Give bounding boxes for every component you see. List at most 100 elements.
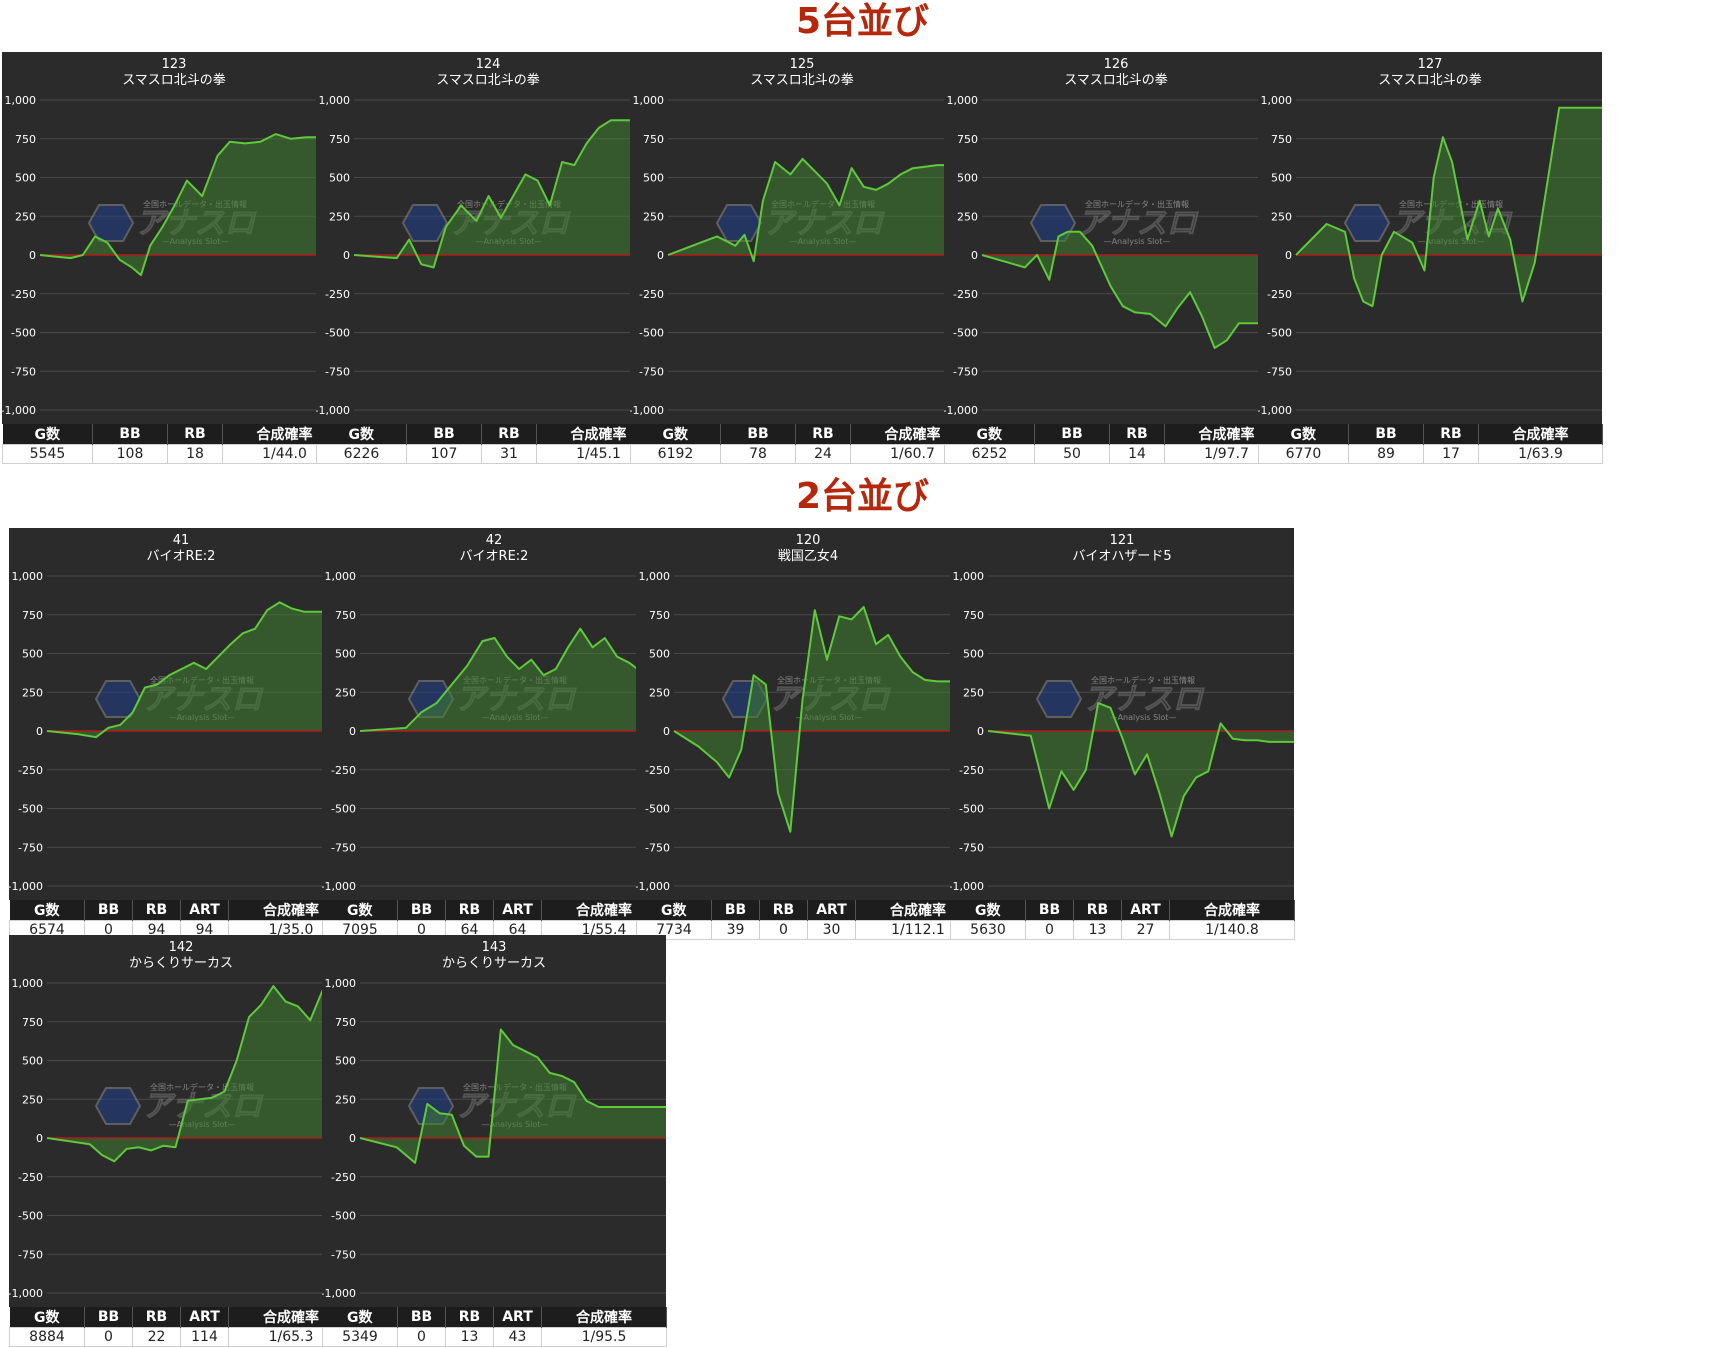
stats-value: 39 <box>712 921 760 940</box>
y-tick-label: -500 <box>1267 327 1292 340</box>
y-tick-label: 750 <box>15 133 36 146</box>
graph-chart: 42バイオRE:21,0007505002500-250-500-750-1,0… <box>322 528 666 900</box>
stats-header: ART <box>181 900 229 921</box>
y-tick-label: -500 <box>331 803 356 816</box>
y-tick-label: -750 <box>639 365 664 378</box>
graph-chart: 41バイオRE:21,0007505002500-250-500-750-1,0… <box>9 528 353 900</box>
y-tick-label: -1,000 <box>9 880 43 893</box>
y-tick-label: 0 <box>349 1132 356 1145</box>
stats-value: 114 <box>181 1328 229 1347</box>
stats-header: G数 <box>1259 424 1349 445</box>
graph-chart: 127スマスロ北斗の拳1,0007505002500-250-500-750-1… <box>1258 52 1602 424</box>
y-tick-label: 250 <box>22 686 43 699</box>
stats-header: G数 <box>945 424 1035 445</box>
stats-value: 14 <box>1110 445 1165 464</box>
stats-header: ART <box>808 900 856 921</box>
y-tick-label: -1,000 <box>322 1287 356 1300</box>
section-title-2: 2台並び <box>0 477 1725 517</box>
y-tick-label: -1,000 <box>322 880 356 893</box>
y-tick-label: 750 <box>335 1016 356 1029</box>
stats-header: ART <box>181 1307 229 1328</box>
stats-value: 6192 <box>631 445 721 464</box>
stats-header: G数 <box>10 900 85 921</box>
machine-model: バイオRE:2 <box>460 549 529 564</box>
stats-header: RB <box>1424 424 1479 445</box>
stats-value: 1/140.8 <box>1170 921 1295 940</box>
y-tick-label: -250 <box>959 764 984 777</box>
stats-header: RB <box>482 424 537 445</box>
stats-header: G数 <box>317 424 407 445</box>
y-tick-label: -750 <box>18 841 43 854</box>
y-tick-label: -750 <box>959 841 984 854</box>
stats-value: 0 <box>760 921 808 940</box>
watermark-hexagon-icon <box>96 1088 140 1124</box>
machine-model: スマスロ北斗の拳 <box>1378 72 1482 88</box>
y-tick-label: 250 <box>335 686 356 699</box>
y-tick-label: 1,000 <box>5 94 37 107</box>
stats-header: G数 <box>10 1307 85 1328</box>
stats-header: G数 <box>323 1307 398 1328</box>
y-tick-label: 1,000 <box>953 570 985 583</box>
machine-model: バイオRE:2 <box>147 549 216 564</box>
stats-value: 24 <box>796 445 851 464</box>
y-tick-label: 0 <box>1285 249 1292 262</box>
machine-model: からくりサーカス <box>129 956 233 971</box>
stats-value: 22 <box>133 1328 181 1347</box>
stats-value: 17 <box>1424 445 1479 464</box>
watermark-top-text: 全国ホールデータ・出玉情報 <box>1091 675 1195 685</box>
y-tick-label: -500 <box>18 803 43 816</box>
stats-value: 108 <box>93 445 168 464</box>
y-tick-label: 250 <box>329 210 350 223</box>
stats-value: 1/95.5 <box>542 1328 667 1347</box>
y-tick-label: 0 <box>977 725 984 738</box>
y-tick-label: -250 <box>18 764 43 777</box>
stats-header: BB <box>1026 900 1074 921</box>
stats-value: 43 <box>494 1328 542 1347</box>
y-tick-label: 0 <box>36 725 43 738</box>
machine-model: 戦国乙女4 <box>778 548 838 564</box>
y-tick-label: 0 <box>657 249 664 262</box>
y-tick-label: -1,000 <box>944 404 978 417</box>
y-tick-label: 750 <box>329 133 350 146</box>
stats-value: 6226 <box>317 445 407 464</box>
stats-header: RB <box>1110 424 1165 445</box>
y-tick-label: -250 <box>11 288 36 301</box>
graph-chart: 125スマスロ北斗の拳1,0007505002500-250-500-750-1… <box>630 52 974 424</box>
graph-chart: 126スマスロ北斗の拳1,0007505002500-250-500-750-1… <box>944 52 1288 424</box>
y-tick-label: 250 <box>643 210 664 223</box>
y-tick-label: -250 <box>645 764 670 777</box>
y-tick-label: -500 <box>639 327 664 340</box>
stats-value: 78 <box>721 445 796 464</box>
stats-header: 合成確率 <box>542 1307 667 1328</box>
machine-number: 143 <box>482 940 507 955</box>
stats-value: 107 <box>407 445 482 464</box>
watermark-top-text: 全国ホールデータ・出玉情報 <box>1085 199 1189 209</box>
stats-header: BB <box>93 424 168 445</box>
stats-value: 0 <box>398 1328 446 1347</box>
y-tick-label: -500 <box>953 327 978 340</box>
machine-model: スマスロ北斗の拳 <box>436 72 540 88</box>
y-tick-label: 250 <box>22 1093 43 1106</box>
stats-header: RB <box>168 424 223 445</box>
y-tick-label: -750 <box>325 365 350 378</box>
stats-header: RB <box>1074 900 1122 921</box>
stats-value: 89 <box>1349 445 1424 464</box>
y-tick-label: -1,000 <box>636 880 670 893</box>
stats-header: BB <box>1349 424 1424 445</box>
y-tick-label: 250 <box>957 210 978 223</box>
stats-header: ART <box>494 1307 542 1328</box>
y-tick-label: 750 <box>957 133 978 146</box>
y-tick-label: 1,000 <box>12 977 44 990</box>
machine-model: スマスロ北斗の拳 <box>1064 72 1168 88</box>
stats-value: 0 <box>1026 921 1074 940</box>
